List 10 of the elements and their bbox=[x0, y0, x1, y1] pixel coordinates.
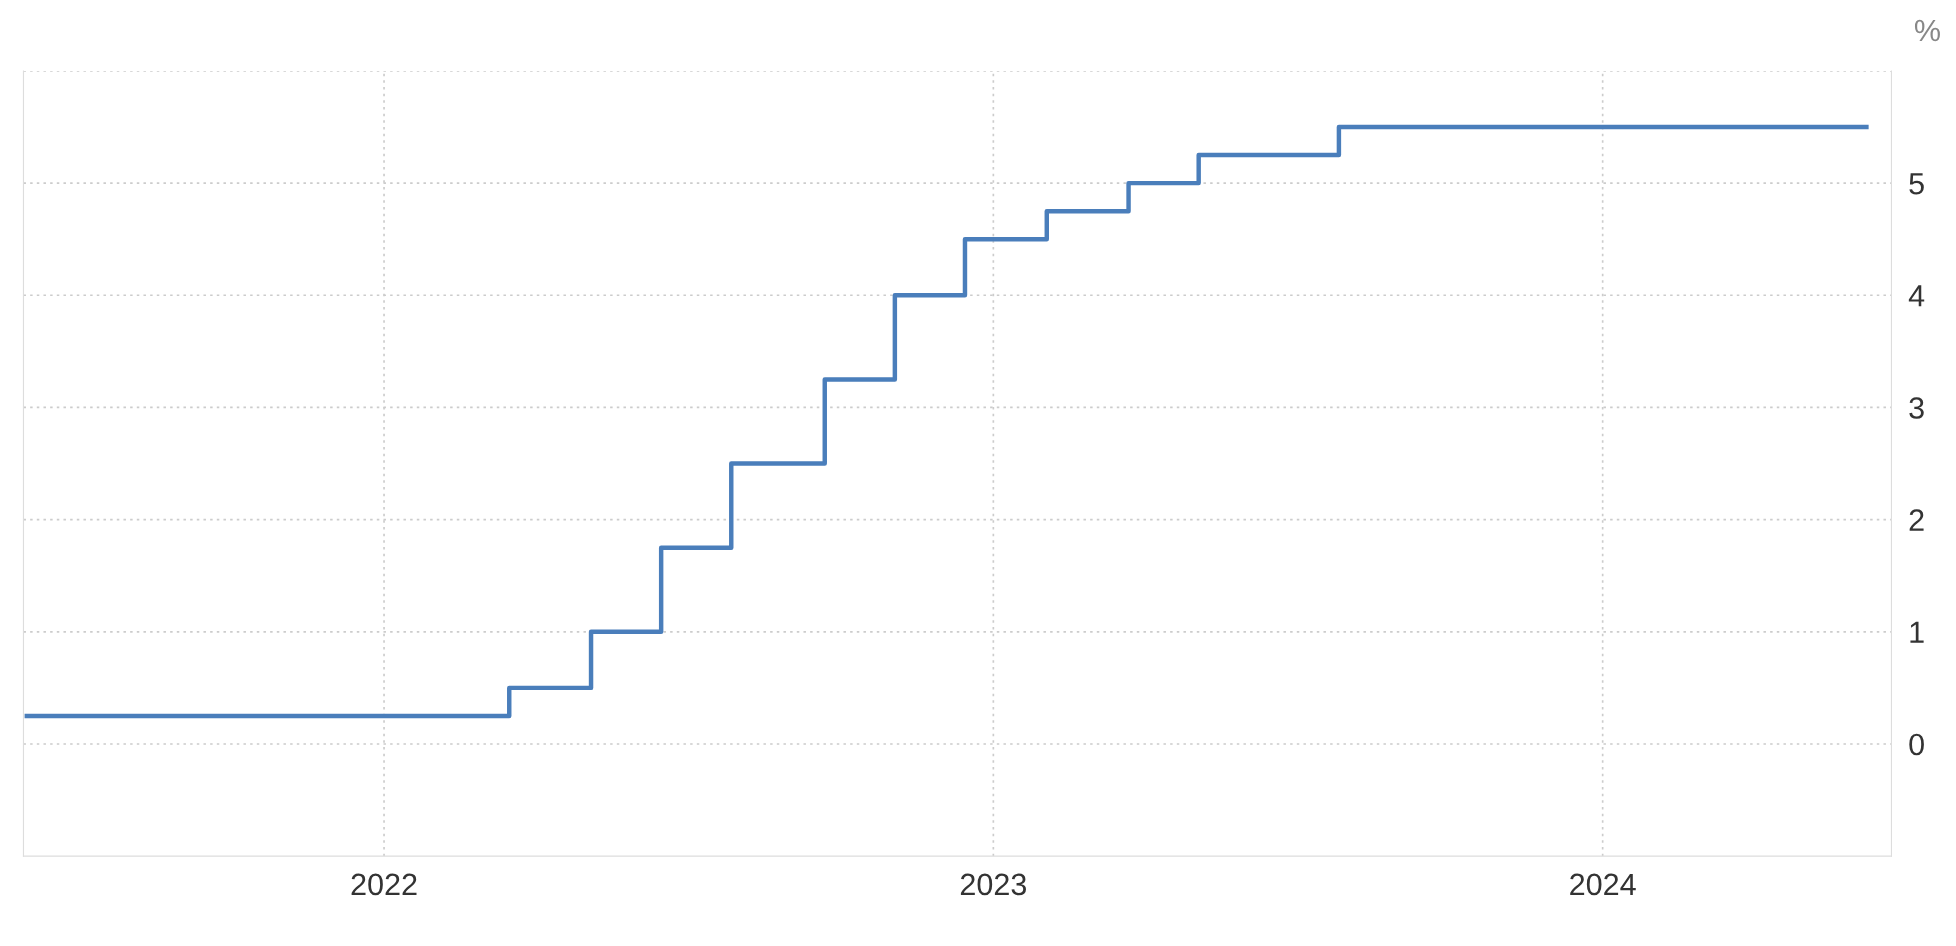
x-tick-label: 2024 bbox=[1570, 873, 1636, 896]
x-tick-label: 2023 bbox=[960, 873, 1026, 896]
y-tick-label: 1 bbox=[1910, 621, 1924, 643]
x-tick-label: 2022 bbox=[351, 873, 417, 896]
y-tick-label: 0 bbox=[1909, 733, 1924, 756]
y-tick-label: 5 bbox=[1909, 173, 1924, 195]
y-tick-label: 4 bbox=[1908, 285, 1925, 307]
y-axis-title: % bbox=[1914, 19, 1940, 42]
y-tick-label: 2 bbox=[1909, 509, 1924, 531]
y-tick-label: 3 bbox=[1909, 397, 1924, 419]
